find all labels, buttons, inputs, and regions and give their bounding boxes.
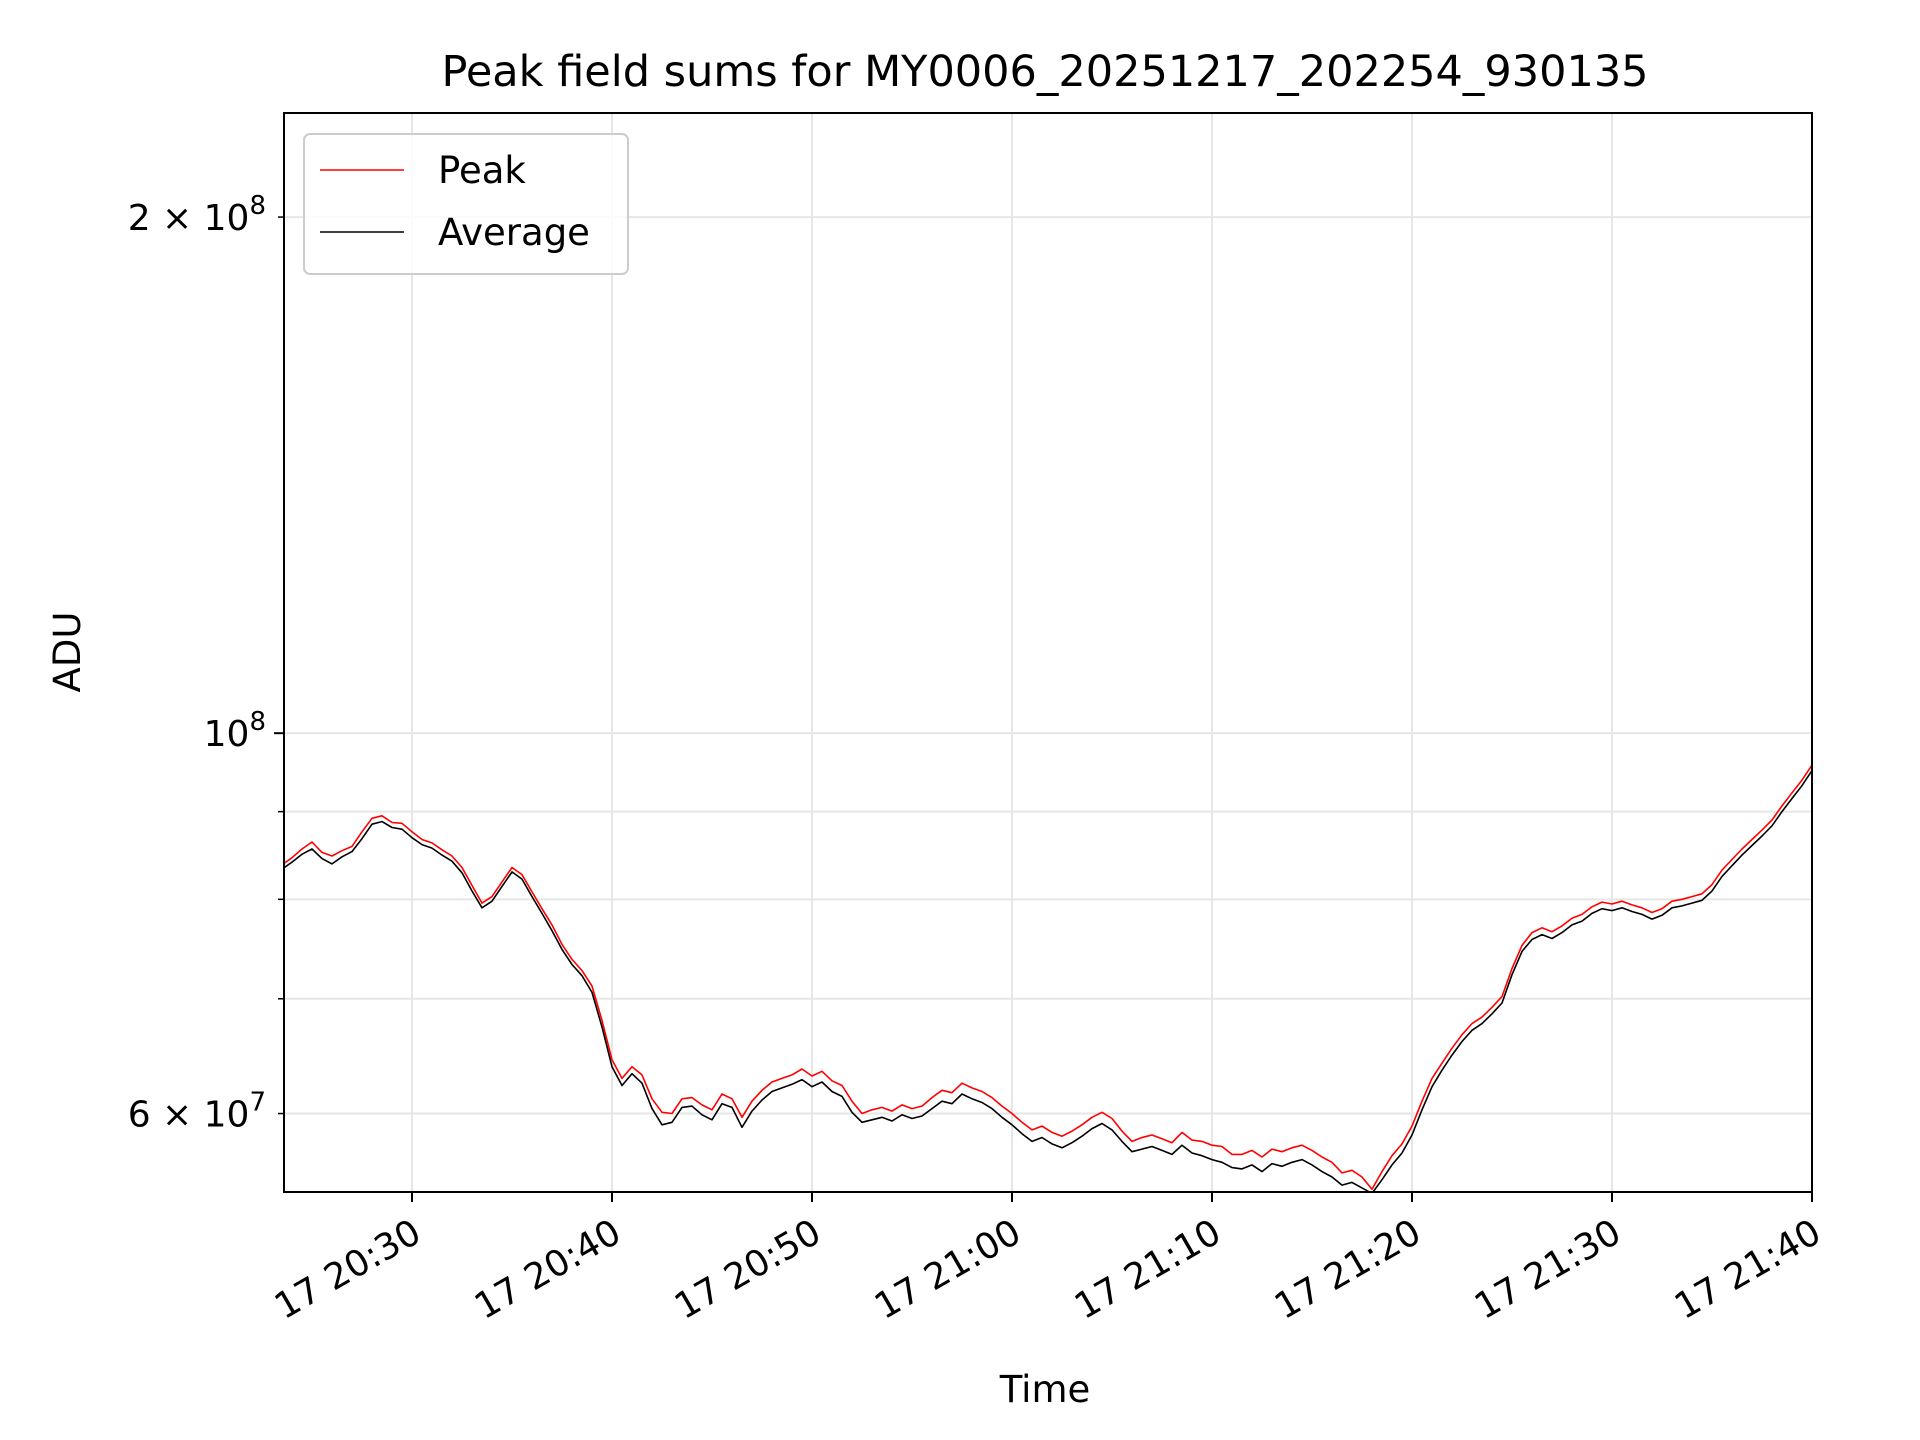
legend-label-average: Average: [438, 211, 590, 254]
plot-frame: [283, 112, 1813, 1193]
y-tick-label: 2 × 108: [128, 191, 266, 239]
chart-title: Peak field sums for MY0006_20251217_2022…: [441, 47, 1648, 97]
legend-label-peak: Peak: [438, 149, 526, 192]
x-axis-label: Time: [999, 1368, 1091, 1411]
y-tick-label: 6 × 107: [128, 1088, 266, 1136]
series-line-average: [284, 769, 1812, 1192]
legend-box: [303, 133, 629, 275]
y-axis-ticks: 6 × 107 108 2 × 108: [128, 191, 284, 1136]
series-group: [284, 763, 1812, 1192]
y-tick-label: 108: [204, 707, 266, 755]
legend: Peak Average: [303, 133, 629, 275]
y-axis-label: ADU: [46, 612, 89, 693]
series-line-peak: [284, 763, 1812, 1190]
